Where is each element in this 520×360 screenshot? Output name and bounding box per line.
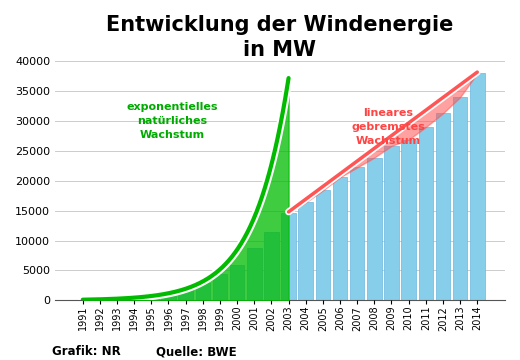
Bar	[178, 288, 193, 300]
Bar	[453, 97, 467, 300]
Bar	[230, 265, 244, 300]
Bar	[419, 127, 433, 300]
Bar	[110, 298, 124, 300]
Bar	[436, 113, 450, 300]
Bar	[384, 146, 399, 300]
Bar	[247, 248, 262, 300]
Bar	[316, 190, 330, 300]
Bar	[213, 274, 227, 300]
Bar	[367, 158, 382, 300]
Text: lineares
gebremstes
Wachstum: lineares gebremstes Wachstum	[351, 108, 425, 146]
Bar	[144, 294, 159, 300]
Bar	[401, 140, 416, 300]
Text: exponentielles
natürliches
Wachstum: exponentielles natürliches Wachstum	[126, 102, 218, 140]
Bar	[298, 202, 313, 300]
Bar	[196, 283, 210, 300]
Bar	[264, 232, 279, 300]
Bar	[350, 167, 365, 300]
Bar	[127, 297, 141, 300]
Bar	[333, 177, 347, 300]
Title: Entwicklung der Windenergie
in MW: Entwicklung der Windenergie in MW	[106, 15, 453, 60]
Bar	[161, 291, 176, 300]
Text: Grafik: NR: Grafik: NR	[52, 345, 121, 358]
Bar	[281, 213, 296, 300]
Bar	[470, 73, 485, 300]
Text: Quelle: BWE: Quelle: BWE	[156, 345, 237, 358]
